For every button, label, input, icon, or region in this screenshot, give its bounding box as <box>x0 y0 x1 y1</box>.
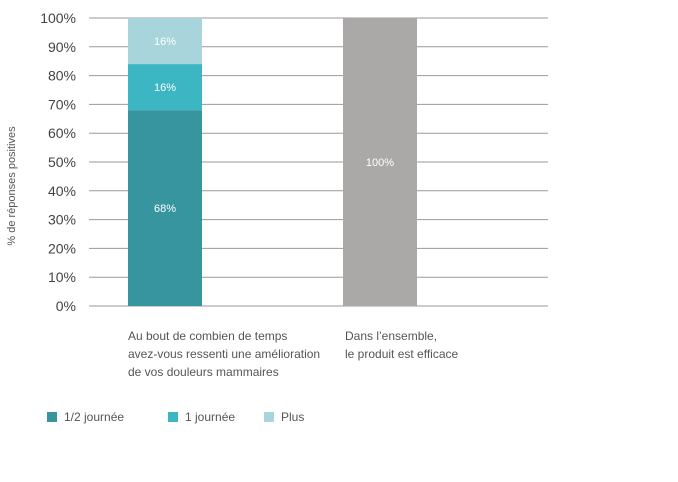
bar-value-label: 68% <box>154 203 176 215</box>
y-tick-label: 100% <box>40 10 76 26</box>
category-label-1-line-1: le produit est efficace <box>345 347 459 361</box>
y-tick-label: 70% <box>48 96 76 112</box>
bar-value-label: 16% <box>154 36 176 48</box>
y-axis-ticks: 0% 10% 20% 30% 40% 50% 60% 70% 80% 90% 100% <box>40 10 76 314</box>
category-label-0-line-2: de vos douleurs mammaires <box>128 365 279 379</box>
bars: 68% 16% 16% 100% <box>128 18 417 306</box>
legend-item-more: Plus <box>264 410 304 424</box>
legend-label: 1/2 journée <box>64 410 125 424</box>
legend-swatch <box>264 412 274 422</box>
bar-segment <box>343 18 417 306</box>
bar-value-label: 16% <box>154 82 176 94</box>
y-tick-label: 20% <box>48 240 76 256</box>
y-tick-label: 50% <box>48 154 76 170</box>
y-tick-label: 40% <box>48 183 76 199</box>
legend: 1/2 journée 1 journée Plus <box>47 410 304 424</box>
bar-segment <box>128 18 202 65</box>
category-label-0-line-1: avez-vous ressenti une amélioration <box>128 347 321 361</box>
y-tick-label: 90% <box>48 39 76 55</box>
y-axis-label: % de réponses positives <box>6 126 18 246</box>
y-tick-label: 60% <box>48 125 76 141</box>
legend-label: Plus <box>281 410 305 424</box>
bar-segment <box>128 110 202 306</box>
bar-segment <box>128 64 202 111</box>
legend-swatch <box>47 412 57 422</box>
legend-item-one-day: 1 journée <box>168 410 264 424</box>
category-label-1: Dans l’ensemble, le produit est efficace <box>345 327 458 363</box>
legend-item-half-day: 1/2 journée <box>47 410 168 424</box>
category-label-0-line-0: Au bout de combien de temps <box>128 329 288 343</box>
category-label-1-line-0: Dans l’ensemble, <box>345 329 438 343</box>
y-tick-label: 30% <box>48 212 76 228</box>
legend-label: 1 journée <box>185 410 236 424</box>
y-tick-label: 0% <box>56 298 76 314</box>
y-tick-label: 10% <box>48 269 76 285</box>
y-tick-label: 80% <box>48 68 76 84</box>
legend-swatch <box>168 412 178 422</box>
category-label-0: Au bout de combien de temps avez-vous re… <box>128 327 320 381</box>
bar-value-label: 100% <box>366 157 394 169</box>
